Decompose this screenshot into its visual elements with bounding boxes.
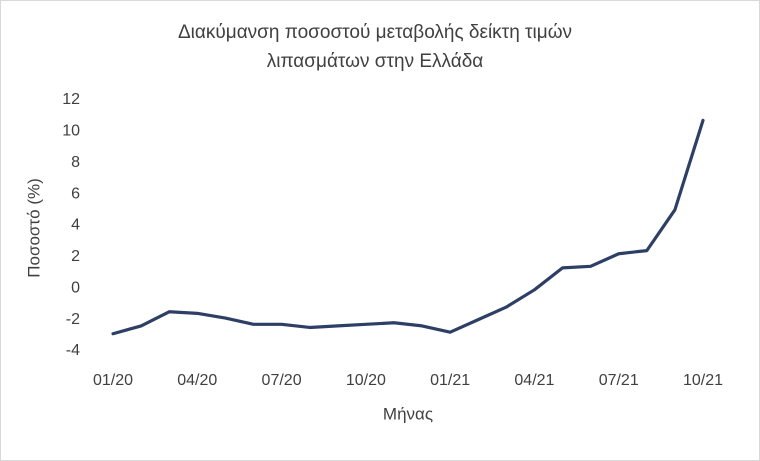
chart-title: λιπασμάτων στην Ελλάδα (267, 51, 484, 72)
x-tick-label: 01/21 (430, 372, 470, 389)
y-tick-label: 4 (71, 217, 80, 234)
y-tick-label: 8 (71, 154, 80, 171)
y-tick-label: 0 (71, 279, 80, 296)
y-tick-label: 10 (62, 123, 80, 140)
y-tick-label: 6 (71, 185, 80, 202)
y-tick-label: 12 (62, 91, 80, 108)
x-tick-label: 04/21 (514, 372, 554, 389)
x-axis-title: Μήνας (383, 404, 433, 423)
x-tick-label: 04/20 (177, 372, 217, 389)
data-line (111, 118, 705, 336)
x-tick-label: 07/20 (262, 372, 302, 389)
x-tick-label: 01/20 (93, 372, 133, 389)
x-tick-label: 10/20 (346, 372, 386, 389)
x-tick-label: 07/21 (599, 372, 639, 389)
y-axis-title: Ποσοστό (%) (24, 178, 43, 278)
y-tick-label: -2 (66, 311, 80, 328)
y-tick-label: 2 (71, 248, 80, 265)
y-tick-label: -4 (66, 342, 80, 359)
x-tick-label: 10/21 (683, 372, 723, 389)
chart-title: Διακύμανση ποσοστού μεταβολής δείκτη τιμ… (178, 22, 572, 43)
